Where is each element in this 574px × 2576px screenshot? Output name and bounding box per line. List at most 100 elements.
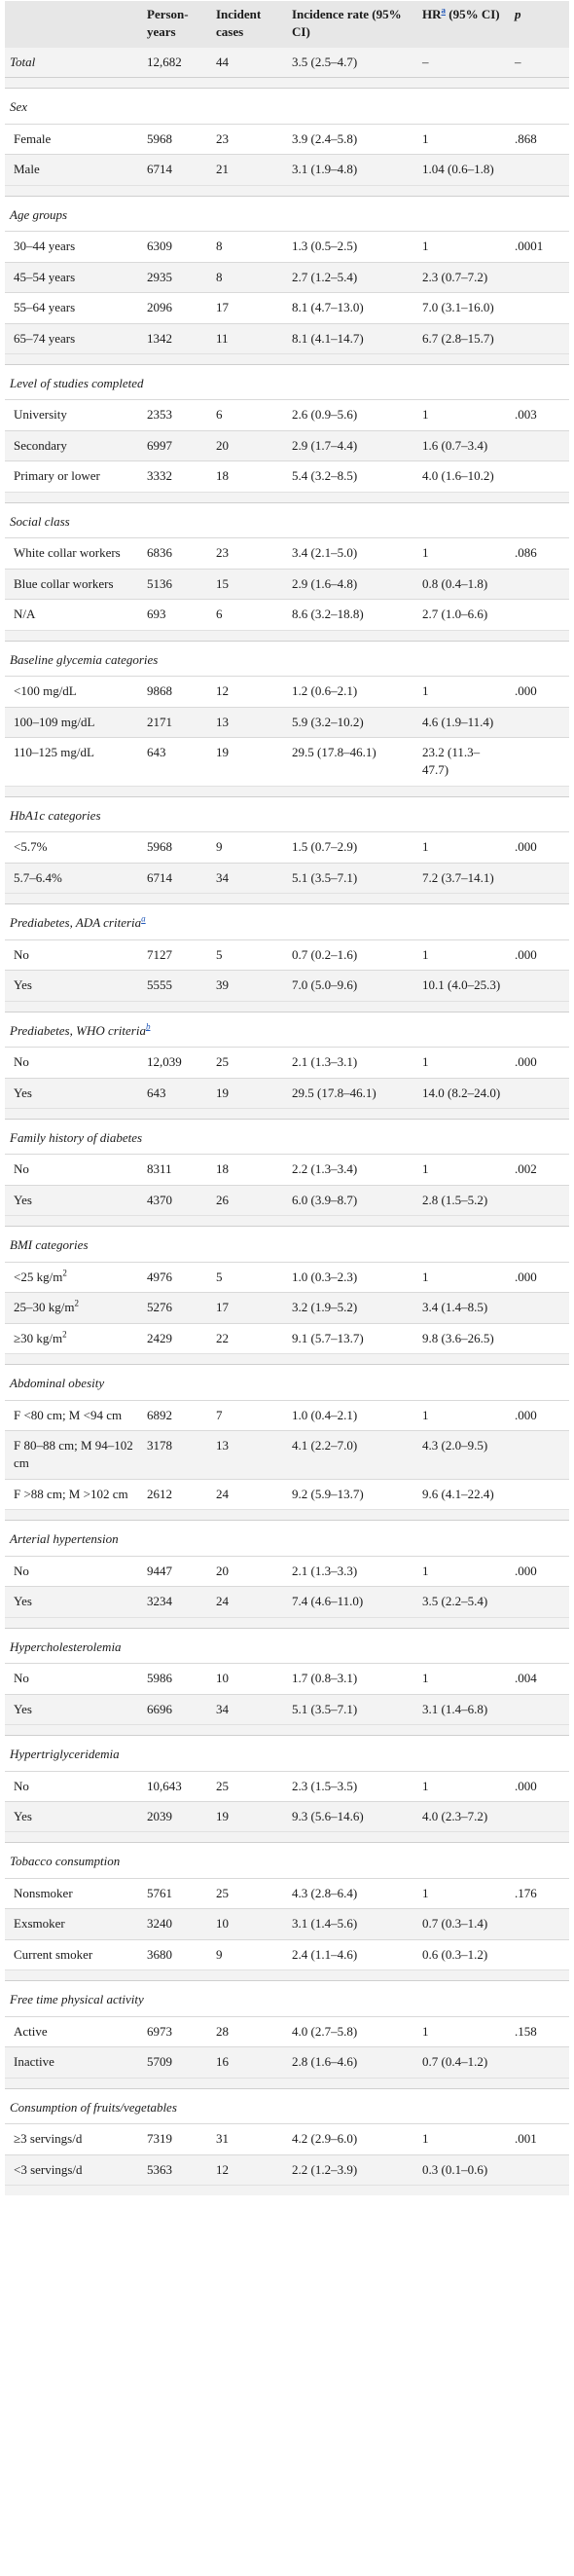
section-title-text: Hypercholesterolemia	[10, 1638, 122, 1654]
cell-hr: 1	[417, 1047, 510, 1078]
cell-incident-cases: 24	[211, 1478, 287, 1510]
cell-incident-cases: 12	[211, 2153, 287, 2186]
section-title: Level of studies completed	[5, 363, 569, 400]
cell-person-years: 6892	[142, 1399, 211, 1431]
cell-person-years: 5968	[142, 831, 211, 864]
row-label-text: Current smoker	[14, 1946, 93, 1962]
table-body: Total 12,682 44 3.5 (2.5–4.7) – – Sex Fem…	[5, 47, 569, 2195]
cell-person-years: 693	[142, 599, 211, 631]
table-row: F >88 cm; M >102 cm 2612 24 9.2 (5.9–13.7) 9…	[5, 1478, 569, 1510]
section-spacer	[5, 1509, 569, 1521]
cell-person-years: 6973	[142, 2015, 211, 2047]
cell-incidence-rate: 3.2 (1.9–5.2)	[287, 1292, 417, 1324]
cell-p-value: .868	[510, 123, 569, 155]
section-title: Baseline glycemia categories	[5, 640, 569, 677]
cell-hr: 1	[417, 1770, 510, 1802]
total-person-years: 12,682	[142, 47, 211, 79]
cell-p-value: .176	[510, 1877, 569, 1909]
cell-incidence-rate: 2.9 (1.7–4.4)	[287, 429, 417, 461]
section-spacer	[5, 77, 569, 89]
table-row: Male 6714 21 3.1 (1.9–4.8) 1.04 (0.6–1.8)	[5, 154, 569, 186]
section-title: Tobacco consumption	[5, 1842, 569, 1879]
spacer-cell	[5, 2077, 569, 2089]
cell-person-years: 9447	[142, 1555, 211, 1587]
row-label: Yes	[5, 1693, 142, 1725]
cell-person-years: 2039	[142, 1801, 211, 1832]
table-row: Secondary 6997 20 2.9 (1.7–4.4) 1.6 (0.7–3.4…	[5, 429, 569, 461]
cell-p-value: .000	[510, 1047, 569, 1078]
cell-person-years: 7127	[142, 938, 211, 971]
cell-incident-cases: 22	[211, 1322, 287, 1354]
row-label-text: 100–109 mg/dL	[14, 714, 95, 729]
section-header-row: Arterial hypertension	[5, 1520, 569, 1557]
cell-incident-cases: 9	[211, 831, 287, 864]
cell-hr: 2.7 (1.0–6.6)	[417, 599, 510, 631]
row-label: No	[5, 938, 142, 971]
table-row: 25–30 kg/m2 5276 17 3.2 (1.9–5.2) 3.4 (1.4–8…	[5, 1292, 569, 1324]
section-title: BMI categories	[5, 1226, 569, 1263]
row-label-sup: 2	[74, 1298, 79, 1308]
section-title: Hypertriglyceridemia	[5, 1735, 569, 1772]
footnote-link-a[interactable]: a	[141, 913, 146, 924]
cell-incidence-rate: 3.9 (2.4–5.8)	[287, 123, 417, 155]
footnote-link-a[interactable]: a	[441, 5, 447, 16]
table-row: Yes 643 19 29.5 (17.8–46.1) 14.0 (8.2–24.0)	[5, 1077, 569, 1109]
section-title-text: Consumption of fruits/vegetables	[10, 2099, 177, 2115]
cell-hr: 1	[417, 231, 510, 263]
cell-person-years: 2096	[142, 292, 211, 324]
cell-hr: 0.7 (0.4–1.2)	[417, 2046, 510, 2079]
cell-p-value: .000	[510, 1399, 569, 1431]
cell-p-value	[510, 2153, 569, 2186]
row-label: 45–54 years	[5, 261, 142, 293]
cell-incidence-rate: 29.5 (17.8–46.1)	[287, 736, 417, 787]
cell-hr: 1	[417, 537, 510, 570]
section-spacer	[5, 1107, 569, 1120]
cell-hr: 1.6 (0.7–3.4)	[417, 429, 510, 461]
row-label-text: F <80 cm; M <94 cm	[14, 1407, 123, 1422]
cell-hr: 7.0 (3.1–16.0)	[417, 292, 510, 324]
row-label-text: F >88 cm; M >102 cm	[14, 1486, 128, 1501]
cell-incidence-rate: 9.1 (5.7–13.7)	[287, 1322, 417, 1354]
cell-incidence-rate: 8.1 (4.1–14.7)	[287, 322, 417, 354]
cell-incidence-rate: 9.3 (5.6–14.6)	[287, 1801, 417, 1832]
row-label: F <80 cm; M <94 cm	[5, 1399, 142, 1431]
section-spacer	[5, 1616, 569, 1629]
table-row: F 80–88 cm; M 94–102 cm 3178 13 4.1 (2.2–7.…	[5, 1430, 569, 1480]
row-label: Yes	[5, 1184, 142, 1216]
section-header-row: Prediabetes, WHO criteriab	[5, 1011, 569, 1048]
cell-person-years: 3332	[142, 460, 211, 493]
cell-person-years: 3234	[142, 1586, 211, 1618]
cell-incidence-rate: 29.5 (17.8–46.1)	[287, 1077, 417, 1109]
cell-person-years: 2935	[142, 261, 211, 293]
row-label-text: <25 kg/m	[14, 1269, 63, 1284]
table-row: Female 5968 23 3.9 (2.4–5.8) 1.868	[5, 123, 569, 155]
cell-person-years: 9868	[142, 676, 211, 708]
row-label-text: Yes	[14, 1192, 32, 1207]
row-label-text: No	[14, 1671, 29, 1686]
footnote-link-b[interactable]: b	[145, 1021, 151, 1032]
cell-incident-cases: 19	[211, 1077, 287, 1109]
section-title: Abdominal obesity	[5, 1364, 569, 1401]
cell-incidence-rate: 7.4 (4.6–11.0)	[287, 1586, 417, 1618]
row-label-text: No	[14, 1161, 29, 1177]
section-header-row: HbA1c categories	[5, 795, 569, 832]
cell-hr: 4.0 (2.3–7.2)	[417, 1801, 510, 1832]
row-label: 65–74 years	[5, 322, 142, 354]
row-label: Yes	[5, 970, 142, 1002]
cell-p-value: .000	[510, 831, 569, 864]
section-title: Social class	[5, 501, 569, 538]
row-label-text: Nonsmoker	[14, 1885, 73, 1900]
section-spacer	[5, 491, 569, 503]
row-label-text: Female	[14, 130, 52, 146]
section-title-text: Level of studies completed	[10, 375, 144, 390]
spacer-cell	[5, 1107, 569, 1120]
spacer-cell	[5, 785, 569, 797]
cell-incident-cases: 17	[211, 1292, 287, 1324]
section-spacer	[5, 629, 569, 642]
section-spacer	[5, 184, 569, 197]
cell-incidence-rate: 1.2 (0.6–2.1)	[287, 676, 417, 708]
section-title-text: Age groups	[10, 206, 68, 222]
cell-person-years: 6309	[142, 231, 211, 263]
cell-person-years: 3240	[142, 1908, 211, 1940]
cell-hr: 3.5 (2.2–5.4)	[417, 1586, 510, 1618]
